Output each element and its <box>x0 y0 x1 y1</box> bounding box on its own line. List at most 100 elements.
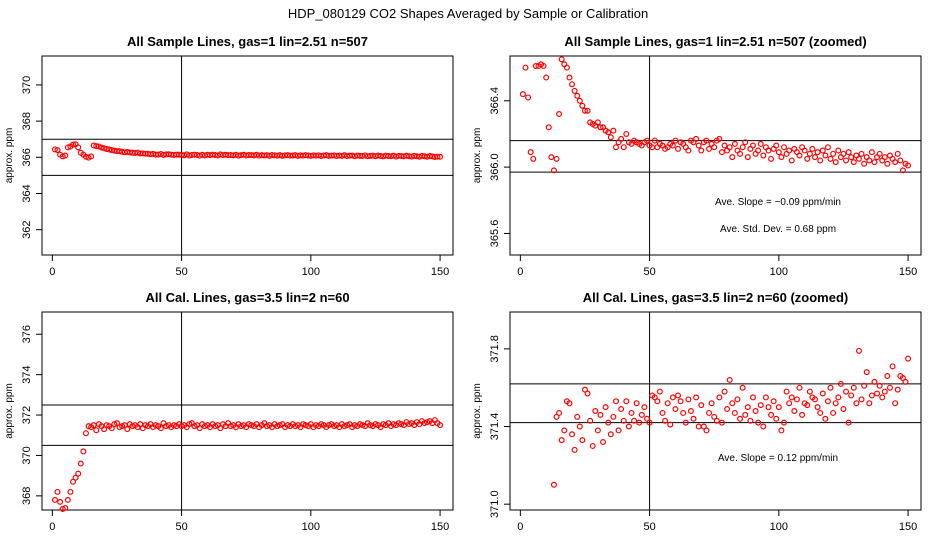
data-point <box>113 420 120 427</box>
data-point <box>597 411 604 418</box>
data-point <box>902 378 909 385</box>
data-point <box>731 140 738 147</box>
data-point <box>527 149 534 156</box>
data-point <box>636 419 643 426</box>
y-tick-label: 370 <box>21 446 33 464</box>
data-point <box>879 394 886 401</box>
data-point <box>884 160 891 167</box>
plot-frame <box>41 55 454 256</box>
y-tick-label: 376 <box>21 325 33 343</box>
data-point <box>850 159 857 166</box>
data-point <box>610 413 617 420</box>
data-point <box>592 408 599 415</box>
data-point <box>615 427 622 434</box>
chart-title: All Sample Lines, gas=1 lin=2.51 n=507 (… <box>564 34 866 49</box>
data-point <box>98 144 105 151</box>
x-tick-label: 50 <box>175 521 187 533</box>
data-point <box>576 97 583 104</box>
data-point <box>778 154 785 161</box>
data-point <box>894 150 901 157</box>
data-point <box>597 124 604 131</box>
data-point <box>543 74 550 81</box>
data-point <box>871 159 878 166</box>
data-point <box>62 504 69 511</box>
data-point <box>858 396 865 403</box>
data-point <box>566 400 573 407</box>
data-point <box>654 398 661 405</box>
data-point <box>799 411 806 418</box>
data-point <box>602 404 609 411</box>
chart-title: All Cal. Lines, gas=3.5 lin=2 n=60 (zoom… <box>583 290 849 305</box>
data-point <box>633 400 640 407</box>
data-point <box>217 425 224 432</box>
data-point <box>672 406 679 413</box>
plot-frame <box>509 311 922 511</box>
data-point <box>67 488 74 495</box>
data-point <box>587 417 594 424</box>
data-point <box>584 107 591 114</box>
data-point <box>886 384 893 391</box>
data-point <box>607 134 614 141</box>
data-point <box>757 140 764 147</box>
data-point <box>899 167 906 174</box>
data-point <box>744 404 751 411</box>
chart-title: All Sample Lines, gas=1 lin=2.51 n=507 <box>127 34 368 49</box>
data-point <box>556 111 563 118</box>
data-point <box>669 142 676 149</box>
data-point <box>765 404 772 411</box>
data-point <box>519 91 526 98</box>
data-point <box>868 149 875 156</box>
data-point <box>711 144 718 151</box>
data-point <box>664 400 671 407</box>
x-tick-label: 100 <box>302 521 320 533</box>
x-tick-label: 100 <box>770 266 788 278</box>
data-point <box>54 488 61 495</box>
chart-title: All Cal. Lines, gas=3.5 lin=2 n=60 <box>145 290 349 305</box>
data-point <box>675 145 682 152</box>
y-tick-label: 366.4 <box>489 87 501 115</box>
data-point <box>835 394 842 401</box>
data-point <box>646 419 653 426</box>
data-point <box>726 376 733 383</box>
data-point <box>822 415 829 422</box>
figure-title: HDP_080129 CO2 Shapes Averaged by Sample… <box>288 6 648 21</box>
data-point <box>157 425 164 432</box>
data-point <box>574 92 581 99</box>
data-series <box>51 417 444 512</box>
data-point <box>698 402 705 409</box>
data-point <box>718 419 725 426</box>
data-point <box>667 421 674 428</box>
data-point <box>840 150 847 157</box>
data-series <box>51 141 444 161</box>
y-tick-label: 370 <box>21 76 33 94</box>
data-point <box>721 388 728 395</box>
data-point <box>525 94 532 101</box>
data-point <box>625 423 632 430</box>
data-point <box>716 135 723 142</box>
data-point <box>848 392 855 399</box>
data-point <box>760 423 767 430</box>
data-point <box>618 406 625 413</box>
data-point <box>685 396 692 403</box>
data-point <box>571 87 578 94</box>
data-point <box>793 396 800 403</box>
data-point <box>850 384 857 391</box>
data-point <box>861 160 868 167</box>
data-point <box>522 64 529 71</box>
data-point <box>716 394 723 401</box>
data-point <box>773 415 780 422</box>
data-point <box>775 149 782 156</box>
x-tick-label: 0 <box>517 266 523 278</box>
data-point <box>791 408 798 415</box>
data-point <box>729 154 736 161</box>
data-point <box>124 426 131 433</box>
data-point <box>783 388 790 395</box>
data-point <box>819 390 826 397</box>
data-point <box>662 417 669 424</box>
data-point <box>768 155 775 162</box>
data-point <box>600 439 607 446</box>
data-point <box>889 363 896 370</box>
data-point <box>812 396 819 403</box>
data-point <box>669 394 676 401</box>
data-point <box>780 419 787 426</box>
